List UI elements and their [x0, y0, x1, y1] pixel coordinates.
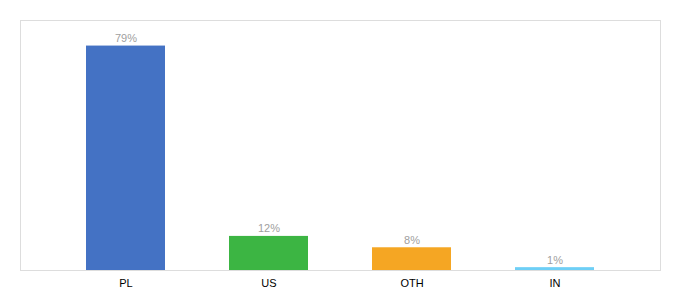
svg-text:12%: 12% [258, 222, 280, 234]
svg-text:US: US [261, 277, 276, 289]
svg-text:OTH: OTH [400, 277, 423, 289]
svg-text:1%: 1% [547, 254, 563, 266]
svg-text:PL: PL [119, 277, 132, 289]
svg-text:79%: 79% [115, 32, 137, 44]
svg-text:IN: IN [550, 277, 561, 289]
svg-text:8%: 8% [404, 234, 420, 246]
